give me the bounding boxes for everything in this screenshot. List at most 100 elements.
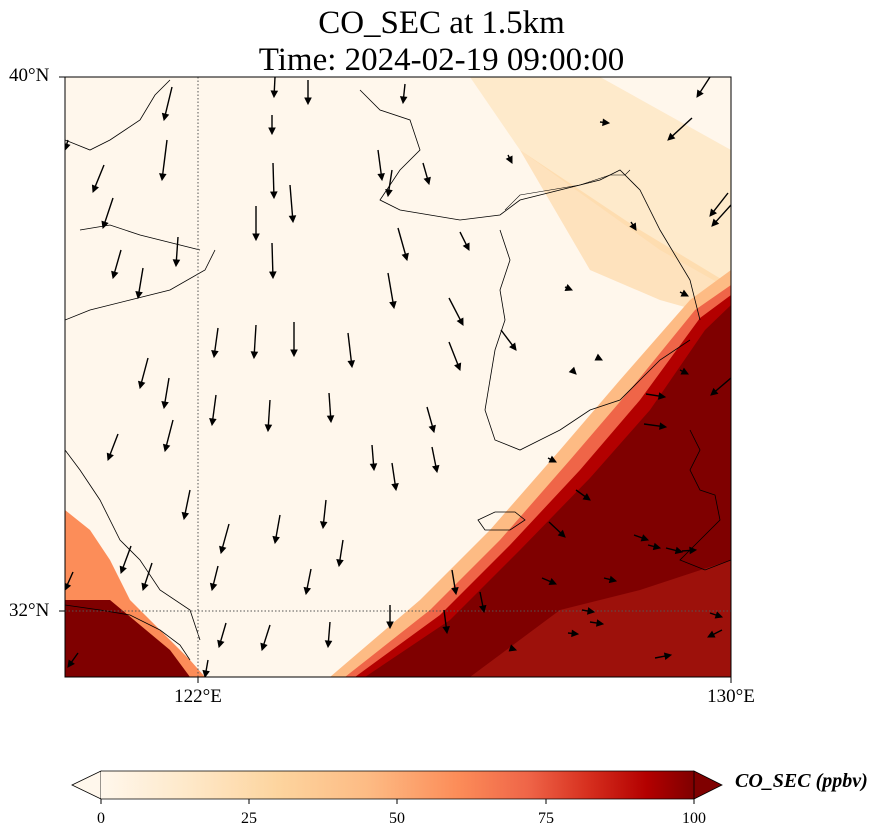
wind-arrow-head xyxy=(608,575,618,584)
coastline-liaodong xyxy=(359,89,701,321)
wind-arrow xyxy=(397,227,407,255)
wind-arrow xyxy=(327,621,331,642)
wind-arrow-head xyxy=(106,452,114,462)
wind-arrow-head xyxy=(324,640,333,649)
colorbar-extend-low xyxy=(71,770,102,800)
wind-arrow xyxy=(165,419,174,446)
coastline-japan-west xyxy=(679,429,731,571)
wind-arrow-head xyxy=(571,629,580,638)
wind-arrow xyxy=(451,569,456,589)
wind-arrow xyxy=(422,162,429,179)
wind-arrow xyxy=(205,659,209,672)
wind-arrow xyxy=(603,577,611,581)
lon-tick-130e: 130°E xyxy=(707,686,755,707)
wind-arrow xyxy=(671,117,693,137)
wind-arrow-head xyxy=(680,289,689,297)
wind-arrow-head xyxy=(217,639,225,649)
wind-arrow-head xyxy=(709,208,718,217)
wind-arrow-head xyxy=(172,259,181,268)
wind-arrow-head xyxy=(101,220,109,230)
wind-arrow-head xyxy=(391,483,399,492)
wind-arrow xyxy=(339,539,344,561)
wind-arrow-head xyxy=(505,155,513,164)
wind-arrow-head xyxy=(219,545,227,555)
wind-arrow xyxy=(267,399,271,426)
wind-arrow-head xyxy=(548,577,558,585)
wind-arrows xyxy=(65,77,731,677)
wind-arrow-head xyxy=(209,418,217,427)
wind-arrow-head xyxy=(319,521,328,530)
wind-arrow-head xyxy=(451,586,459,596)
wind-arrow-head xyxy=(264,424,273,433)
wind-arrow xyxy=(713,629,723,635)
lat-tick-32n: 32°N xyxy=(9,600,50,621)
wind-arrow-head xyxy=(657,392,667,400)
wind-arrow-head xyxy=(508,644,518,652)
wind-arrow-head xyxy=(602,118,611,127)
wind-arrow-head xyxy=(640,534,650,542)
wind-arrow xyxy=(144,562,153,585)
wind-arrow xyxy=(715,204,731,223)
colorbar-tick-75: 75 xyxy=(538,810,554,827)
wind-arrow xyxy=(431,446,437,467)
wind-arrow xyxy=(306,568,312,589)
wind-arrow xyxy=(581,609,589,612)
wind-arrow-head xyxy=(689,546,698,555)
wind-arrow xyxy=(647,544,655,548)
wind-arrow-head xyxy=(270,191,278,200)
wind-arrow xyxy=(66,139,69,145)
wind-arrow xyxy=(221,523,230,548)
wind-arrow-head xyxy=(162,443,171,453)
wind-arrow xyxy=(113,249,122,273)
wind-arrow-head xyxy=(385,188,393,198)
wind-arrow xyxy=(272,162,275,193)
map-title-line2: Time: 2024-02-19 09:00:00 xyxy=(258,42,625,78)
wind-arrow-head xyxy=(209,582,218,592)
wind-arrow xyxy=(138,267,144,293)
colorbar-tick-0: 0 xyxy=(97,810,105,827)
wind-arrow-head xyxy=(568,366,577,375)
colorbar-tick-100: 100 xyxy=(682,810,706,827)
wind-arrow-head xyxy=(336,558,344,568)
wind-arrow xyxy=(214,327,219,352)
wind-arrow-head xyxy=(652,542,662,551)
wind-arrow xyxy=(328,392,332,417)
wind-arrow xyxy=(263,624,271,645)
wind-arrow-head xyxy=(401,252,409,262)
wind-arrow xyxy=(426,406,434,427)
wind-arrow xyxy=(104,197,114,223)
wind-arrow xyxy=(459,231,467,245)
wind-arrow-head xyxy=(67,659,75,668)
wind-arrow-head xyxy=(386,621,394,630)
coastline-china xyxy=(65,79,216,641)
wind-arrow xyxy=(500,329,513,346)
wind-arrow xyxy=(630,221,634,226)
wind-arrow-head xyxy=(137,380,146,390)
wind-arrow-head xyxy=(582,493,591,501)
wind-arrow-head xyxy=(564,283,574,291)
wind-arrow-head xyxy=(65,582,72,591)
wind-arrow xyxy=(665,547,677,552)
wind-arrow xyxy=(377,149,382,175)
wind-arrow-head xyxy=(65,143,71,151)
co-lower-right-lighter xyxy=(470,560,731,677)
wind-arrow-head xyxy=(369,463,378,472)
wind-arrow xyxy=(175,236,179,261)
wind-arrow-head xyxy=(111,270,119,280)
wind-arrow-head xyxy=(290,349,298,358)
wind-arrow xyxy=(371,444,375,465)
wind-arrow xyxy=(70,652,79,663)
wind-arrow-head xyxy=(659,422,668,430)
wind-arrow-head xyxy=(680,367,689,375)
wind-arrow xyxy=(654,655,666,659)
wind-arrow-head xyxy=(595,619,605,627)
wind-arrow xyxy=(140,357,149,383)
co-plume-mid xyxy=(520,150,731,320)
wind-arrow-head xyxy=(456,317,464,326)
coastline-korea xyxy=(484,229,691,451)
wind-arrow xyxy=(212,565,219,585)
wind-arrow xyxy=(448,297,461,320)
wind-arrow xyxy=(448,341,459,365)
wind-arrow-head xyxy=(707,630,716,638)
wind-arrow xyxy=(479,591,484,607)
